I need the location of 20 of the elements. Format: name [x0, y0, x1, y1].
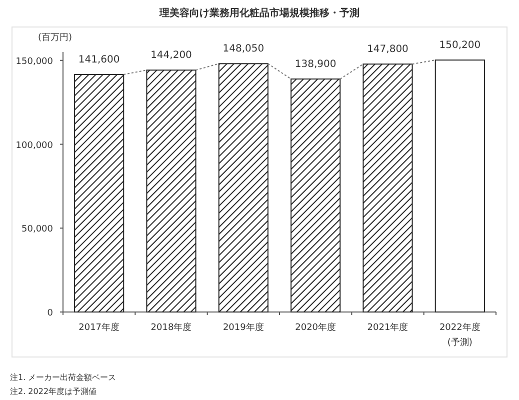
x-tick-label: 2020年度	[295, 322, 336, 333]
y-tick-label: 150,000	[16, 56, 54, 67]
data-label: 148,050	[222, 44, 264, 55]
data-label: 141,600	[78, 54, 120, 66]
data-label: 147,800	[367, 44, 408, 56]
y-axis-title: (百万円)	[38, 33, 72, 43]
x-tick-label: 2018年度	[150, 322, 192, 333]
text: 注1. メーカー出荷金額ベース	[10, 373, 116, 382]
chart-title: 理美容向け業務用化粧品市場規模推移・予測	[158, 7, 360, 19]
y-tick-label: 0	[47, 308, 54, 318]
y-tick-label: 50,000	[22, 224, 54, 235]
data-label: 150,200	[439, 40, 481, 52]
x-tick-label: 2019年度	[222, 322, 264, 333]
text: 注2. 2022年度は予測値	[10, 387, 97, 396]
y-tick-label: 100,000	[16, 140, 54, 151]
x-tick-label: 2022年度 (予測)	[439, 322, 480, 348]
x-tick-label: 2021年度	[367, 322, 408, 333]
data-label: 138,900	[294, 59, 336, 70]
x-tick-label: 2017年度	[78, 322, 120, 333]
data-label: 144,200	[150, 50, 192, 62]
